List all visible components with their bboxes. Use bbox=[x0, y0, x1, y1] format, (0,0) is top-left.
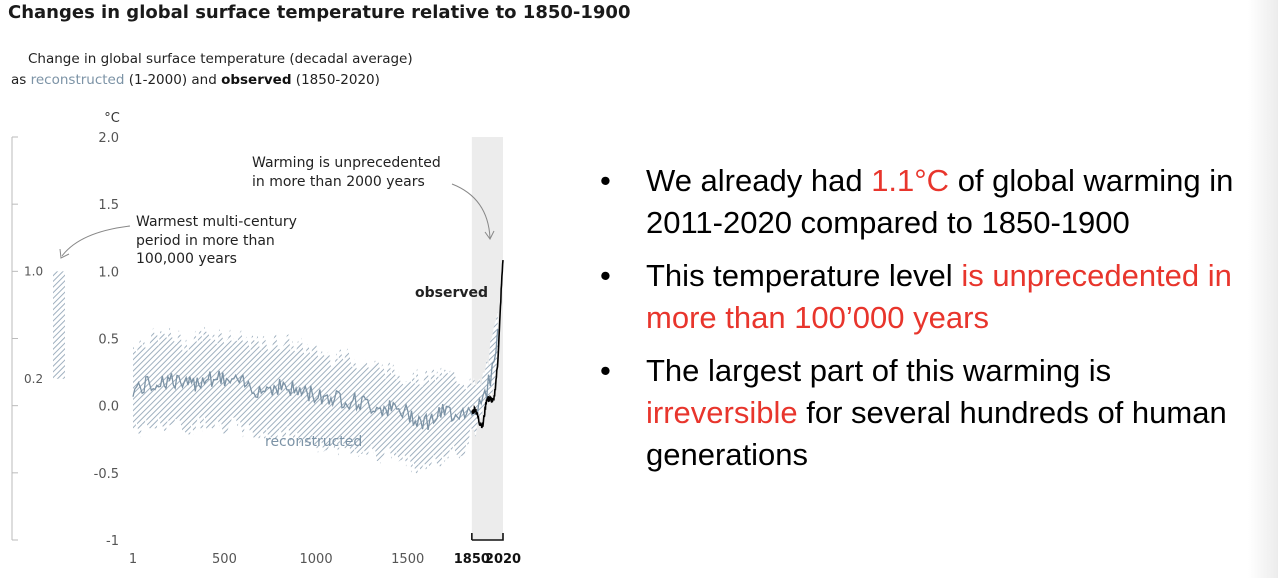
page-title: Changes in global surface temperature re… bbox=[8, 2, 631, 23]
x-tick-label: 1 bbox=[129, 552, 137, 567]
annotation-unprecedented-line2: in more than 2000 years bbox=[252, 174, 425, 190]
chart-subtitle-line1: Change in global surface temperature (de… bbox=[28, 51, 413, 67]
x-tick-label: 1500 bbox=[391, 552, 424, 567]
bullet-text: We already had bbox=[646, 163, 872, 198]
subtitle-observed-word: observed bbox=[221, 72, 292, 88]
bullet-highlight: 1.1°C bbox=[871, 163, 950, 198]
y-tick-label: 0.5 bbox=[98, 333, 119, 348]
arrowhead-icon bbox=[484, 230, 495, 240]
annotation-warmest-line1: Warmest multi-century bbox=[136, 214, 297, 230]
chart-subtitle-line2: as reconstructed (1-2000) and observed (… bbox=[11, 72, 380, 88]
left-scale-label: 0.2 bbox=[24, 372, 43, 386]
y-tick-label: 2.0 bbox=[98, 131, 119, 146]
bullet-item: • This temperature level is unprecedente… bbox=[600, 255, 1270, 339]
shaded-period-band bbox=[471, 137, 503, 540]
bullet-highlight: is unprecedented in more than 100’000 ye… bbox=[646, 258, 1232, 335]
annotation-unprecedented-line1: Warming is unprecedented bbox=[252, 155, 441, 171]
x-tick-label: 500 bbox=[212, 552, 237, 567]
subtitle-reconstructed-word: reconstructed bbox=[30, 72, 125, 88]
bullet-text: This temperature level bbox=[646, 258, 962, 293]
x-tick-label: 1000 bbox=[300, 552, 333, 567]
y-tick-label: -0.5 bbox=[94, 467, 119, 482]
bullet-item: • The largest part of this warming is ir… bbox=[600, 350, 1270, 476]
observed-series-line bbox=[471, 259, 504, 429]
y-tick-label: 1.0 bbox=[98, 265, 119, 280]
reconstructed-uncertainty-band bbox=[133, 311, 498, 476]
subtitle-prefix: as bbox=[11, 72, 27, 88]
subtitle-suffix: (1850-2020) bbox=[295, 72, 380, 88]
annotation-arrow-warmest bbox=[61, 225, 131, 257]
annotation-arrow-unprecedented bbox=[451, 183, 491, 239]
bullet-dot-icon: • bbox=[600, 353, 611, 388]
reconstructed-series-line bbox=[132, 329, 499, 430]
arrowhead-icon bbox=[59, 248, 70, 259]
bullet-text: for several hundreds of human generation… bbox=[646, 395, 1227, 472]
y-tick-label: -1 bbox=[106, 534, 119, 549]
x-tick-label: 1850 bbox=[454, 552, 490, 567]
left-scale-label: 1.0 bbox=[24, 264, 43, 278]
bullet-highlight: irreversible bbox=[646, 395, 798, 430]
bullet-dot-icon: • bbox=[600, 163, 611, 198]
warmest-period-bar bbox=[53, 271, 65, 379]
bullet-text: of global warming in 2011-2020 compared … bbox=[646, 163, 1234, 240]
key-messages-list: • We already had 1.1°C of global warming… bbox=[600, 160, 1270, 487]
bullet-dot-icon: • bbox=[600, 258, 611, 293]
annotation-warmest-line3: 100,000 years bbox=[136, 251, 237, 267]
bullet-text: The largest part of this warming is bbox=[646, 353, 1112, 388]
y-tick-label: 1.5 bbox=[98, 198, 119, 213]
y-tick-label: 0.0 bbox=[98, 400, 119, 415]
right-edge-shadow bbox=[1248, 0, 1278, 578]
y-axis-unit: °C bbox=[104, 111, 120, 126]
annotation-warmest-line2: period in more than bbox=[136, 233, 275, 249]
observed-series-label: observed bbox=[415, 285, 488, 301]
reconstructed-series-label: reconstructed bbox=[265, 434, 362, 450]
period-bracket bbox=[471, 533, 504, 541]
bullet-item: • We already had 1.1°C of global warming… bbox=[600, 160, 1270, 244]
temperature-chart: 2.01.51.00.50.0-0.5-1°C1 500 1000 1500 18502… bbox=[11, 111, 521, 567]
subtitle-mid: (1-2000) and bbox=[128, 72, 217, 88]
x-tick-label: 2020 bbox=[485, 552, 521, 567]
